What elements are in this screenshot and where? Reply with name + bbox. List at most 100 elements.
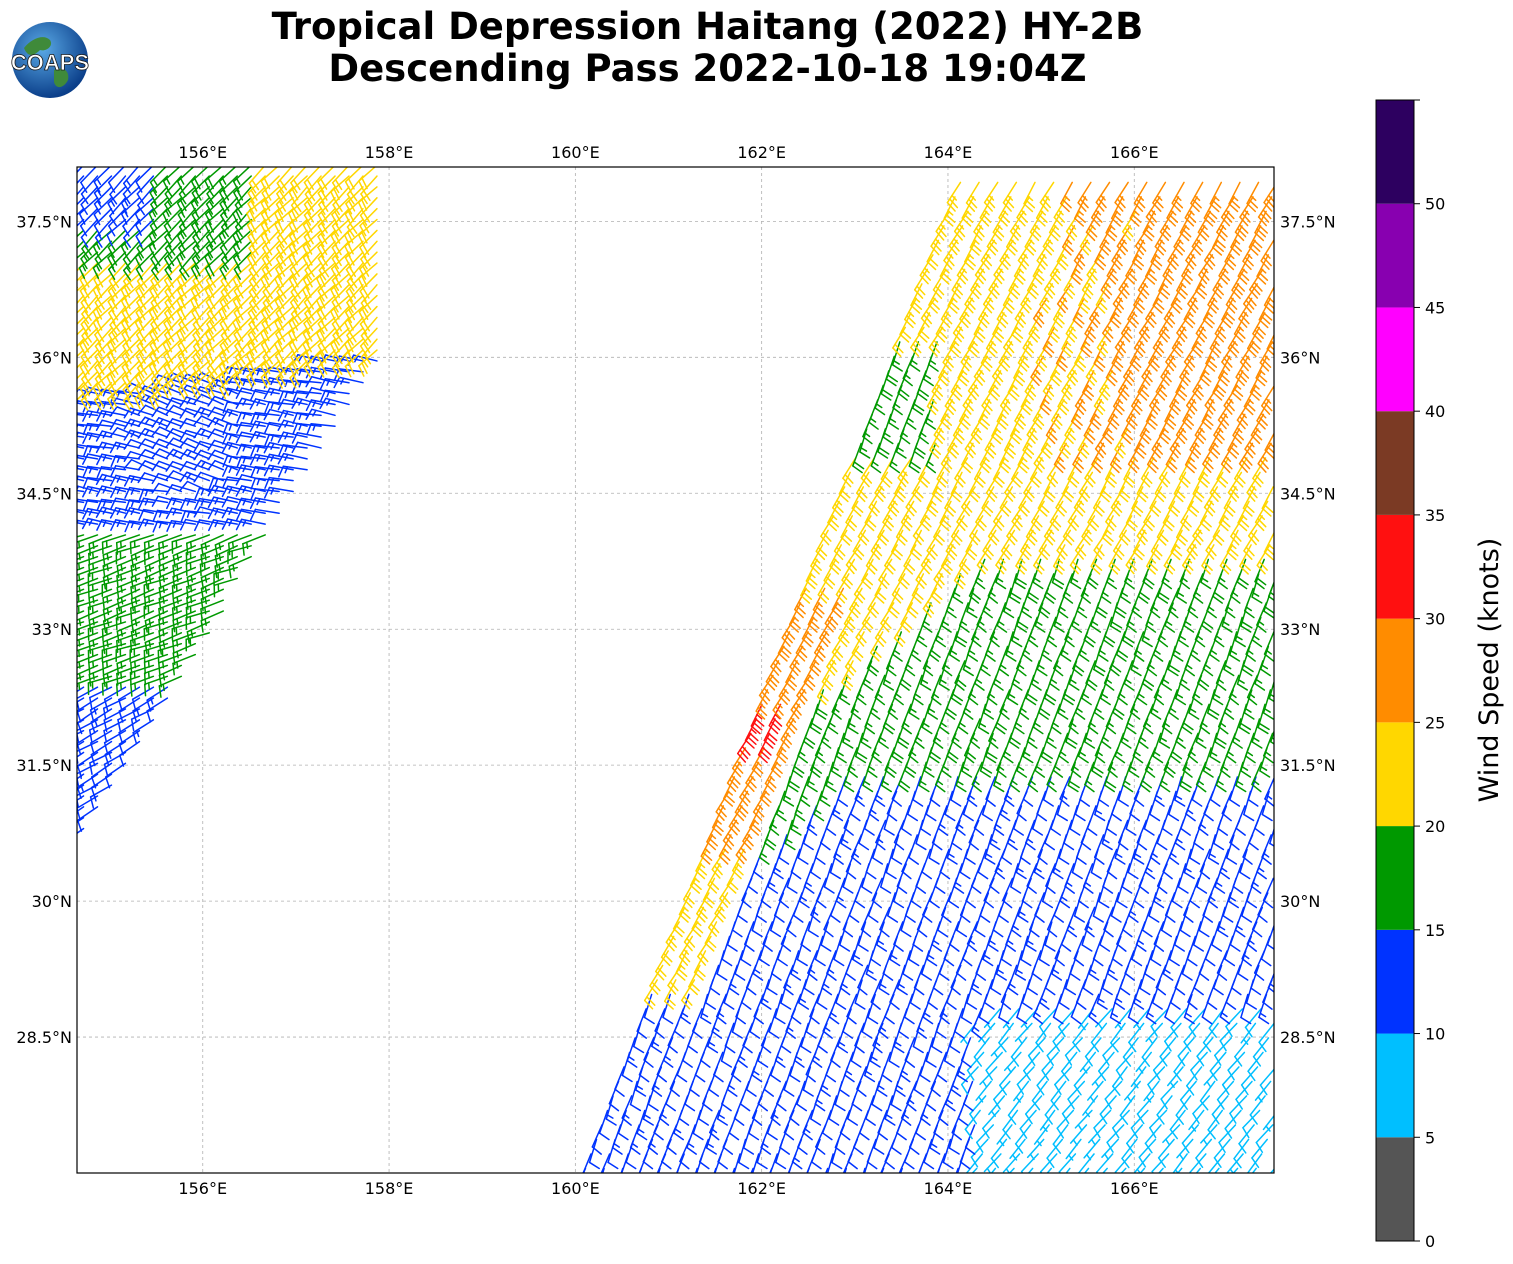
wind-barb (1218, 559, 1227, 588)
wind-barb (1173, 1154, 1187, 1175)
wind-barb (664, 1038, 673, 1067)
wind-barb (1134, 878, 1143, 907)
wind-map-figure: 156°E 158°E 160°E 162°E 164°E 166°E 156°E 158°… (0, 0, 1513, 1264)
wind-barb (763, 922, 772, 951)
colorbar-tick-label: 0 (1425, 1232, 1435, 1251)
wind-barb (934, 1110, 943, 1139)
wind-barb (816, 835, 825, 864)
wind-barb (776, 1038, 785, 1067)
wind-barb (229, 557, 251, 578)
wind-barb (201, 600, 223, 620)
wind-barb (847, 994, 857, 1023)
wind-barb (1054, 298, 1066, 327)
lon-tick-label: 158°E (365, 143, 414, 162)
wind-barb (1115, 980, 1124, 1009)
wind-barb (988, 574, 997, 603)
wind-barb (930, 878, 939, 907)
wind-barb (1194, 965, 1203, 994)
wind-barb (1217, 661, 1226, 690)
wind-barb (913, 922, 922, 951)
wind-barb (1092, 443, 1103, 472)
wind-barb (1236, 806, 1245, 835)
wind-barb (895, 472, 906, 501)
wind-barb (1262, 835, 1271, 864)
wind-barb (685, 1081, 694, 1110)
wind-barb (1063, 574, 1072, 603)
wind-barb (201, 578, 223, 599)
wind-barb (940, 255, 951, 284)
lat-tick-label: 31.5°N (16, 756, 72, 775)
wind-barb (1131, 1067, 1145, 1088)
wind-barb (1190, 1154, 1206, 1182)
wind-barb (775, 893, 784, 922)
wind-barb (180, 482, 209, 492)
wind-barb (648, 1125, 658, 1154)
wind-barb (868, 646, 879, 675)
colorbar-tick-label: 25 (1425, 713, 1445, 732)
wind-barb (914, 429, 925, 458)
colorbar-segment (1376, 722, 1414, 826)
wind-barb (1234, 1139, 1248, 1167)
wind-barb (1172, 182, 1184, 211)
wind-barb (1015, 255, 1026, 284)
lat-tick-label: 34.5°N (1280, 484, 1336, 503)
wind-barb (1219, 356, 1230, 385)
lat-tick-label: 37.5°N (1280, 212, 1336, 231)
wind-barb (55, 434, 83, 445)
wind-barb (746, 719, 758, 748)
wind-barb (103, 676, 126, 695)
colorbar-tick-label: 30 (1425, 610, 1445, 629)
wind-barb (932, 922, 941, 951)
lat-tick-label: 28.5°N (1280, 1028, 1336, 1047)
lon-tick-label: 156°E (178, 1179, 227, 1198)
map-panel: 156°E 158°E 160°E 162°E 164°E 166°E 156°E 158°… (16, 143, 1335, 1198)
wind-barb (639, 1052, 648, 1081)
wind-barb (674, 1110, 683, 1139)
wind-barb (60, 655, 83, 673)
wind-barb (738, 1038, 747, 1067)
wind-barb (55, 507, 84, 517)
wind-barb (676, 1154, 685, 1183)
wind-barb (1230, 1096, 1247, 1123)
wind-barb (1268, 965, 1277, 994)
wind-barb (714, 1052, 723, 1081)
wind-barb (1143, 211, 1154, 240)
wind-barb (887, 791, 896, 820)
wind-barb (145, 535, 168, 554)
wind-barb (638, 1154, 647, 1183)
wind-barb (915, 719, 924, 748)
wind-barb (1095, 835, 1104, 864)
wind-barb (1175, 820, 1184, 849)
wind-barb (1012, 1038, 1027, 1066)
wind-barb (1171, 733, 1182, 762)
wind-barb (677, 1052, 686, 1081)
wind-barb (307, 424, 335, 435)
wind-barb (1057, 1110, 1073, 1137)
lon-tick-label: 162°E (737, 1179, 786, 1198)
wind-barb (1063, 226, 1075, 255)
wind-barb (1200, 849, 1209, 878)
lat-ticks-left: 28.5°N30°N31.5°N33°N34.5°N36°N37.5°N (16, 212, 72, 1047)
wind-barb (826, 1052, 835, 1081)
lat-tick-label: 33°N (32, 620, 72, 639)
wind-barb (1110, 298, 1121, 327)
wind-barb (1219, 1125, 1235, 1152)
wind-barb (729, 965, 738, 994)
wind-barb (718, 1139, 727, 1168)
wind-barb (194, 416, 223, 426)
wind-barb (905, 1139, 914, 1168)
wind-barb (1062, 1052, 1077, 1080)
wind-barb (986, 777, 995, 806)
wind-barb (1154, 922, 1163, 951)
wind-barb (728, 1067, 737, 1096)
wind-barb (859, 820, 868, 849)
wind-barb (900, 661, 911, 690)
wind-barb (1268, 922, 1277, 951)
wind-barb (1071, 255, 1082, 284)
wind-barb (1174, 1052, 1188, 1080)
wind-barb (1120, 1096, 1134, 1124)
wind-barb (1210, 182, 1221, 211)
wind-barb (1079, 1154, 1094, 1182)
wind-barb (55, 421, 84, 431)
wind-barb (991, 1139, 1006, 1167)
